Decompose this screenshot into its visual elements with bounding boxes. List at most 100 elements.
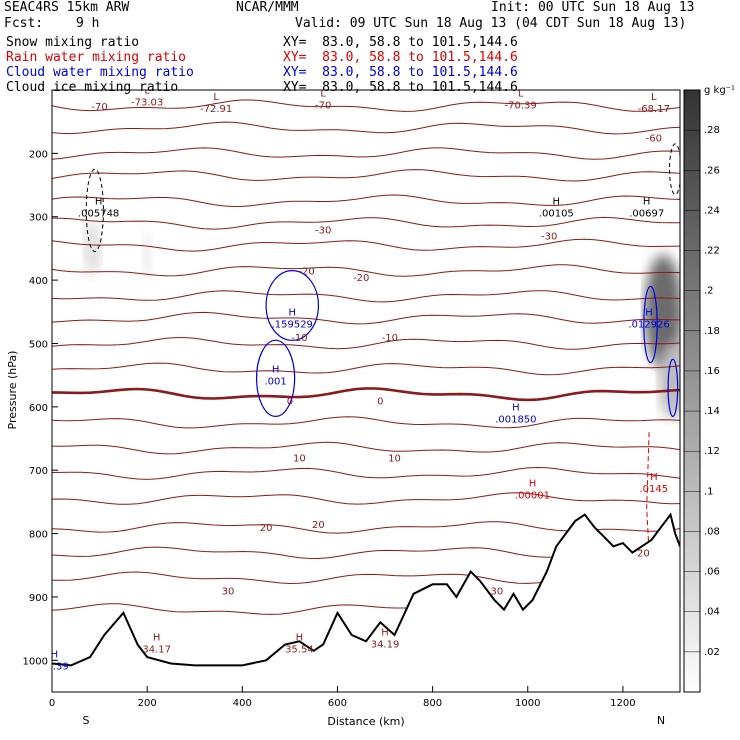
extremum-marker-10: H: [512, 402, 520, 413]
plot-frame: [51, 89, 681, 693]
temperature-contour-6: [52, 238, 680, 252]
model-center: NCAR/MMM: [236, 0, 299, 15]
field-cloud-name: Cloud water mixing ratio: [6, 65, 194, 80]
colorbar-tick-label-8: .18: [704, 326, 720, 337]
contour-label-13: 20: [312, 520, 325, 531]
field-cloud-xy: XY= 83.0, 58.8 to 101.5,144.6: [283, 65, 518, 80]
extremum-value-1: -72.91: [200, 104, 232, 115]
temperature-contour-11: [52, 362, 680, 376]
y-tick-label-1: 300: [29, 213, 48, 224]
temperature-contour-10: [52, 337, 680, 350]
field-ice-xy: XY= 83.0, 58.8 to 101.5,144.6: [283, 80, 518, 95]
extremum-marker-4: L: [651, 92, 657, 103]
temperature-contour-13: [52, 416, 680, 429]
contour-label-6: -10: [291, 333, 307, 344]
snow-shading-blob-2: [644, 254, 680, 369]
extremum-marker-14: H: [153, 632, 161, 643]
colorbar-gradient: [683, 89, 701, 693]
extremum-value-16: 34.19: [371, 639, 400, 650]
colorbar-tick-label-6: .14: [704, 406, 720, 417]
extremum-value-10: .001850: [495, 414, 536, 425]
contour-label-10: 10: [293, 454, 306, 465]
temperature-contour-5: [52, 216, 680, 230]
extremum-marker-9: H: [272, 364, 280, 375]
colorbar: .02 .04 .06 .08 .1 .12 .14 .16 .18 .2 .22 .24 .26 .28: [683, 89, 720, 693]
extremum-value-15: 35.54: [285, 644, 314, 655]
x-tick-label-2: 400: [233, 698, 252, 709]
cloud-water-contour-0: [265, 270, 320, 341]
field-ice-name: Cloud ice mixing ratio: [6, 80, 179, 95]
contour-label-16: 30: [490, 587, 503, 598]
axes: 0 200 400 600 800 1000 12002003004005006007008…: [23, 149, 636, 709]
extremum-value-17: 33.39: [40, 661, 69, 672]
extremum-value-12: .00001: [515, 490, 550, 501]
contour-label-11: 10: [388, 454, 401, 465]
field-rain-name: Rain water mixing ratio: [6, 50, 187, 65]
x-tick-label-3: 600: [328, 698, 347, 709]
y-tick-label-0: 200: [29, 149, 48, 160]
cloud-water-contour-1: [255, 339, 296, 417]
x-tick-label-0: 0: [49, 698, 55, 709]
contour-label-9: 0: [377, 397, 383, 408]
snow-shading-blob-3: [658, 343, 680, 420]
extremum-value-11: .012926: [628, 319, 669, 330]
forecast-value: 9 h: [76, 16, 100, 31]
extremum-value-7: .00697: [629, 208, 664, 219]
x-tick-label-1: 200: [138, 698, 157, 709]
terrain-line: [52, 512, 680, 667]
temperature-contour-15: [52, 466, 680, 480]
south-label: S: [83, 714, 90, 727]
plot-area: -70 -60 -30 -30 -20 -20 -10 -10 0 0 10 10 20 20 20 30 30…: [40, 89, 680, 692]
extremum-marker-3: L: [518, 89, 524, 100]
terrain-fill: [52, 514, 680, 692]
extremum-marker-2: L: [320, 89, 326, 100]
extremum-marker-12: H: [529, 478, 537, 489]
colorbar-tick-label-2: .06: [704, 567, 720, 578]
extremum-marker-6: H: [553, 196, 561, 207]
extremum-value-4: -68.17: [638, 104, 670, 115]
colorbar-tick-label-0: .02: [704, 647, 720, 658]
colorbar-tick-label-13: .28: [704, 125, 720, 136]
extremum-marker-1: L: [213, 92, 219, 103]
temperature-contour-8: [52, 290, 680, 303]
snow-shading-blob-1: [142, 229, 152, 281]
temperature-contour-1: [52, 121, 680, 135]
temperature-contour-2: [52, 147, 680, 160]
colorbar-tick-label-3: .08: [704, 526, 720, 537]
x-tick-label-5: 1000: [515, 698, 540, 709]
contour-label-7: -10: [382, 333, 398, 344]
y-axis-label: Pressure (hPa): [6, 351, 19, 430]
temperature-contour-3: [52, 169, 680, 182]
colorbar-tick-label-10: .22: [704, 246, 720, 257]
colorbar-tick-label-11: .24: [704, 205, 720, 216]
colorbar-unit: g kg⁻¹: [704, 85, 735, 96]
contour-label-5: -20: [353, 273, 369, 284]
init-time: Init: 00 UTC Sun 18 Aug 13: [491, 0, 695, 15]
temperature-contour-0: [52, 99, 680, 112]
y-tick-label-2: 400: [29, 276, 48, 287]
extremum-marker-16: H: [381, 627, 389, 638]
x-tick-label-6: 1200: [610, 698, 635, 709]
extremum-marker-7: H: [643, 196, 651, 207]
extremum-marker-15: H: [296, 632, 304, 643]
extremum-value-8: .159529: [272, 319, 313, 330]
contour-label-12: 20: [260, 523, 273, 534]
extremum-marker-17: H: [51, 649, 59, 660]
temperature-contour-16: [52, 492, 680, 505]
cloud-water-contour-2: [643, 285, 658, 364]
colorbar-tick-label-5: .12: [704, 446, 720, 457]
y-tick-label-3: 500: [29, 339, 48, 350]
contour-label-8: 0: [287, 397, 293, 408]
extremum-value-5: .005748: [78, 208, 119, 219]
extremum-value-6: .00105: [539, 208, 574, 219]
extremum-marker-13: H: [650, 472, 658, 483]
freezing-level-contour: [52, 387, 680, 402]
colorbar-tick-label-12: .26: [704, 165, 720, 176]
contour-label-2: -30: [315, 225, 331, 236]
extremum-value-9: .001: [264, 376, 286, 387]
contour-label-14: 20: [637, 549, 650, 560]
x-tick-label-4: 800: [423, 698, 442, 709]
y-tick-label-6: 800: [29, 530, 48, 541]
extremum-value-14: 34.17: [142, 644, 171, 655]
extremum-marker-5: H: [95, 196, 103, 207]
